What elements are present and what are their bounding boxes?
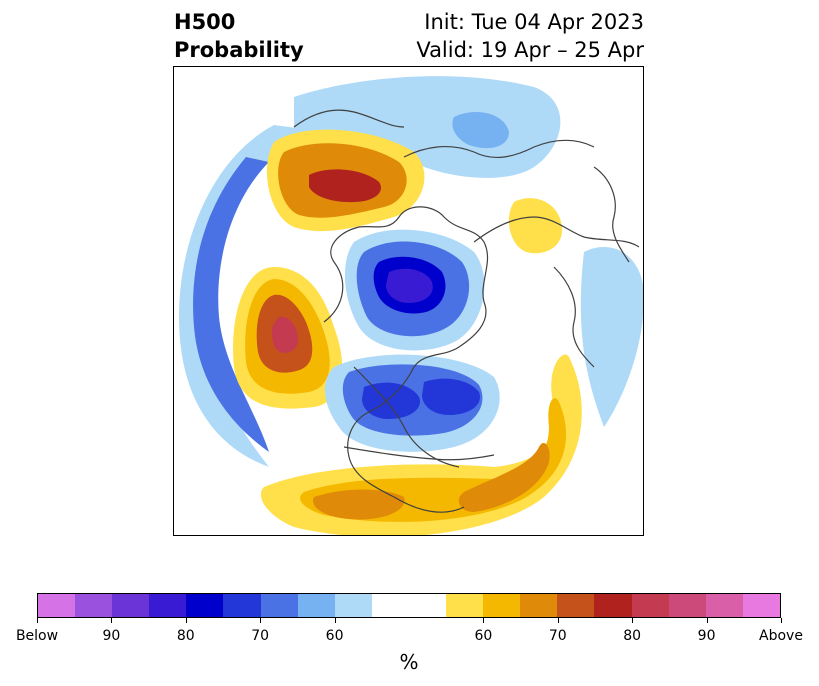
probability-map [173, 66, 644, 536]
colorbar-tick-label: 60 [325, 628, 344, 644]
colorbar-tick-label: 90 [697, 628, 716, 644]
map-dates: Init: Tue 04 Apr 2023 Valid: 19 Apr – 25… [416, 8, 644, 64]
colorbar-segment [742, 594, 780, 617]
colorbar [37, 593, 781, 618]
colorbar-segment [334, 594, 372, 617]
colorbar-segment [631, 594, 669, 617]
colorbar-segment [149, 594, 187, 617]
anomaly-below-east [580, 247, 643, 427]
colorbar-segment [186, 594, 224, 617]
title-variable: H500 [174, 10, 236, 34]
colorbar-tick [37, 618, 38, 623]
colorbar-unit: % [399, 650, 419, 674]
colorbar-tick-label: 80 [176, 628, 195, 644]
colorbar-tick [557, 618, 559, 623]
colorbar-segment [223, 594, 261, 617]
colorbar-tick [260, 618, 262, 623]
colorbar-tick-label: Below [15, 628, 59, 644]
colorbar-tick-label: 60 [474, 628, 493, 644]
colorbar-tick [632, 618, 634, 623]
colorbar-segment [260, 594, 298, 617]
colorbar-segment [668, 594, 706, 617]
colorbar-tick [781, 618, 782, 623]
anomaly-above-europe [508, 198, 563, 254]
map-svg [179, 76, 643, 535]
colorbar-tick-label: 90 [102, 628, 121, 644]
colorbar-tick-label: 70 [251, 628, 270, 644]
anomaly-below-west-mid [193, 157, 269, 452]
valid-range: Valid: 19 Apr – 25 Apr [416, 38, 644, 62]
anomaly-below-north [294, 76, 561, 178]
colorbar-segment [297, 594, 335, 617]
colorbar-segment [520, 594, 558, 617]
colorbar-tick [185, 618, 187, 623]
anomaly-below-polar-peak [386, 268, 433, 303]
colorbar-tick-label: 80 [623, 628, 642, 644]
colorbar-tick [483, 618, 485, 623]
anomaly-above-siberia-core [309, 169, 382, 203]
colorbar-segment [483, 594, 521, 617]
colorbar-tick [706, 618, 708, 623]
anomaly-above-south-west [313, 489, 405, 520]
colorbar-tick [334, 618, 336, 623]
title-product: Probability [174, 38, 304, 62]
anomaly-below-namerica-core [362, 382, 420, 419]
colorbar-tick-label: 70 [548, 628, 567, 644]
colorbar-segment [371, 594, 409, 617]
colorbar-segment [705, 594, 743, 617]
colorbar-tick [111, 618, 113, 623]
colorbar-tick-label: Above [759, 628, 803, 644]
coastlines [293, 109, 640, 513]
colorbar-segment [594, 594, 632, 617]
colorbar-segment [446, 594, 484, 617]
anomaly-below-north-core [452, 112, 509, 149]
anomaly-above-pacific-peak [271, 316, 299, 353]
map-title: H500 Probability [174, 8, 304, 64]
init-date: Init: Tue 04 Apr 2023 [424, 10, 644, 34]
colorbar-segment [112, 594, 150, 617]
anomaly-below-namerica-core2 [422, 378, 480, 415]
colorbar-segment [557, 594, 595, 617]
colorbar-segment [75, 594, 113, 617]
colorbar-segment [408, 594, 447, 617]
colorbar-segment [38, 594, 76, 617]
anomaly-above-south-core [458, 442, 550, 512]
